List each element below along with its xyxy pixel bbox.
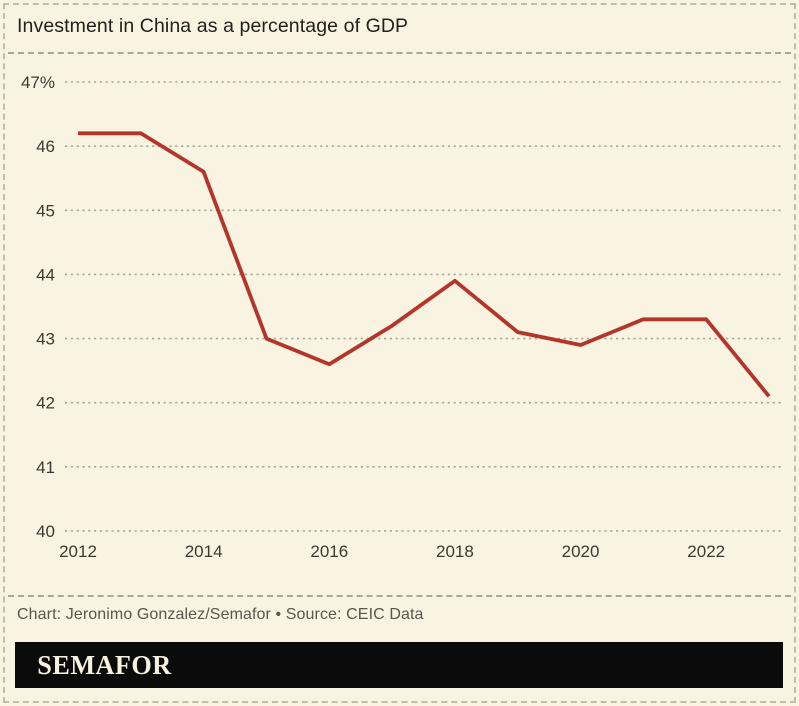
x-axis-tick-label: 2018 xyxy=(436,542,474,561)
y-axis-tick-label: 43 xyxy=(36,330,55,349)
x-axis-tick-label: 2016 xyxy=(310,542,348,561)
y-axis-tick-label: 41 xyxy=(36,458,55,477)
chart-credit-source: Chart: Jeronimo Gonzalez/Semafor • Sourc… xyxy=(17,606,424,623)
y-axis-tick-label: 40 xyxy=(36,522,55,541)
x-axis-tick-label: 2020 xyxy=(562,542,600,561)
y-axis-tick-label: 47% xyxy=(21,73,55,92)
x-axis-tick-label: 2012 xyxy=(59,542,97,561)
title-separator xyxy=(8,52,791,54)
footer-separator xyxy=(8,595,791,597)
x-axis-tick-label: 2014 xyxy=(185,542,223,561)
data-line-series xyxy=(78,131,771,398)
y-axis-tick-label: 42 xyxy=(36,394,55,413)
semafor-logo-wordmark: SEMAFOR xyxy=(37,649,172,680)
x-axis-tick-label: 2022 xyxy=(687,542,725,561)
semafor-logo-bar: SEMAFOR xyxy=(15,642,783,688)
y-axis-tick-label: 46 xyxy=(36,137,55,156)
y-axis-tick-label: 45 xyxy=(36,201,55,220)
y-axis-tick-label: 44 xyxy=(36,265,55,284)
chart-title: Investment in China as a percentage of G… xyxy=(17,15,409,37)
